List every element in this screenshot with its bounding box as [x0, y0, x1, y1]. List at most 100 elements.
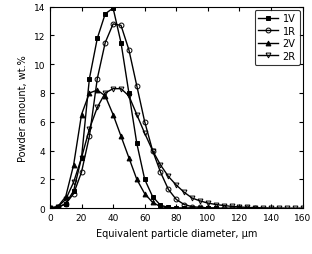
- 2R: [293, 207, 297, 210]
- 2V: [174, 207, 178, 210]
- 1R: [158, 171, 162, 174]
- 2R: [151, 149, 154, 152]
- 2V: [72, 164, 76, 167]
- 2V: [48, 207, 52, 210]
- 2R: [190, 197, 194, 200]
- Y-axis label: Powder amount, wt.%: Powder amount, wt.%: [18, 55, 28, 161]
- 1V: [182, 207, 186, 210]
- 1V: [88, 78, 91, 81]
- 1R: [127, 49, 131, 52]
- 1V: [167, 206, 170, 209]
- 1R: [238, 207, 241, 210]
- 2R: [48, 207, 52, 210]
- 2V: [103, 95, 107, 98]
- 1R: [151, 149, 154, 152]
- 2R: [174, 184, 178, 187]
- 1R: [222, 207, 226, 210]
- 2R: [135, 114, 139, 117]
- 2R: [238, 205, 241, 209]
- 1V: [111, 8, 115, 11]
- 1R: [103, 42, 107, 45]
- 2V: [151, 201, 154, 204]
- Legend: 1V, 1R, 2V, 2R: 1V, 1R, 2V, 2R: [255, 10, 300, 65]
- 2R: [127, 95, 131, 98]
- 2R: [222, 204, 226, 207]
- 2V: [143, 193, 147, 196]
- Line: 2V: 2V: [47, 88, 194, 211]
- 1R: [88, 135, 91, 138]
- 2V: [88, 92, 91, 95]
- 2V: [64, 195, 68, 198]
- 2R: [119, 88, 123, 91]
- 2R: [80, 156, 83, 160]
- 1V: [174, 207, 178, 210]
- 2V: [167, 207, 170, 210]
- 2R: [285, 207, 289, 210]
- 2R: [167, 175, 170, 178]
- 2R: [72, 181, 76, 184]
- 2V: [56, 205, 60, 208]
- 2V: [127, 156, 131, 160]
- 2V: [182, 207, 186, 210]
- 1R: [72, 193, 76, 196]
- 2V: [80, 114, 83, 117]
- 1V: [151, 195, 154, 198]
- 1R: [214, 207, 218, 210]
- 1V: [103, 13, 107, 16]
- 2V: [158, 205, 162, 208]
- 1R: [174, 198, 178, 201]
- Line: 1R: 1R: [47, 22, 258, 211]
- 1V: [56, 206, 60, 209]
- 1V: [143, 178, 147, 181]
- 1V: [80, 156, 83, 160]
- 1R: [119, 25, 123, 28]
- 2R: [198, 200, 202, 203]
- 1R: [198, 206, 202, 209]
- 2R: [143, 132, 147, 135]
- 2R: [88, 128, 91, 131]
- 1R: [230, 207, 233, 210]
- 1R: [95, 78, 99, 81]
- 2R: [158, 164, 162, 167]
- 1V: [72, 189, 76, 193]
- 1R: [246, 207, 249, 210]
- 2R: [206, 202, 210, 205]
- 2R: [214, 203, 218, 206]
- Line: 1V: 1V: [47, 7, 218, 211]
- 2V: [135, 178, 139, 181]
- 1R: [143, 121, 147, 124]
- 2R: [95, 106, 99, 109]
- 2R: [56, 205, 60, 208]
- 2R: [253, 206, 257, 209]
- 2R: [269, 207, 273, 210]
- 2R: [230, 205, 233, 208]
- 1V: [95, 38, 99, 41]
- 1V: [214, 207, 218, 210]
- 1R: [206, 207, 210, 210]
- 1V: [48, 207, 52, 210]
- 2R: [64, 198, 68, 201]
- 2V: [190, 207, 194, 210]
- 1V: [190, 207, 194, 210]
- 1R: [182, 203, 186, 206]
- 1V: [135, 142, 139, 145]
- 2R: [301, 207, 305, 210]
- 1R: [80, 171, 83, 174]
- 1V: [64, 202, 68, 205]
- 1V: [127, 92, 131, 95]
- 1R: [64, 202, 68, 205]
- 2R: [111, 88, 115, 91]
- 1R: [135, 85, 139, 88]
- 2V: [111, 114, 115, 117]
- 1R: [111, 23, 115, 26]
- 1R: [48, 207, 52, 210]
- 2R: [182, 191, 186, 194]
- 1V: [158, 204, 162, 207]
- Line: 2R: 2R: [47, 87, 305, 211]
- 1R: [253, 207, 257, 210]
- X-axis label: Equivalent particle diameter, μm: Equivalent particle diameter, μm: [95, 228, 257, 237]
- 1R: [190, 205, 194, 208]
- 1R: [56, 206, 60, 209]
- 1V: [119, 42, 123, 45]
- 2V: [95, 89, 99, 92]
